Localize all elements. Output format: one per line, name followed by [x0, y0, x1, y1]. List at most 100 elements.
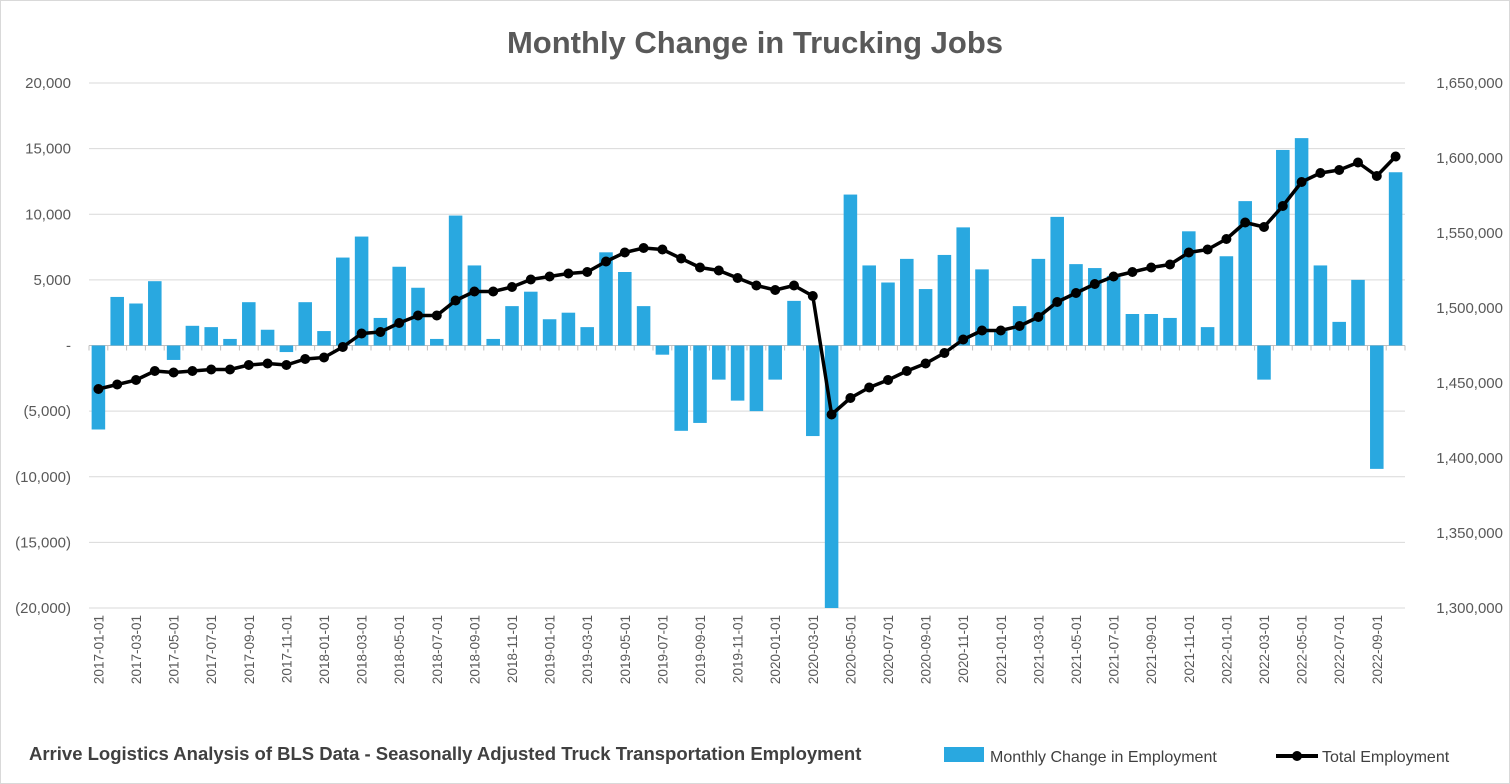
bar — [1238, 201, 1252, 346]
line-point — [638, 243, 649, 253]
bar — [806, 345, 820, 437]
bar — [1200, 327, 1215, 346]
line-point — [883, 375, 893, 385]
bar — [317, 331, 331, 346]
bar — [1313, 265, 1328, 346]
line-point — [1390, 151, 1401, 162]
x-tick-label: 2022-01-01 — [1219, 615, 1234, 684]
bar — [1163, 317, 1177, 346]
line-point — [1127, 267, 1138, 277]
legend-swatch-bar — [944, 747, 984, 762]
bar — [787, 300, 801, 346]
bar — [599, 252, 613, 346]
x-tick-label: 2020-03-01 — [806, 615, 821, 684]
line-point — [394, 318, 405, 328]
line-point — [901, 366, 912, 376]
line-point — [431, 310, 442, 321]
bar — [486, 338, 500, 346]
y-left-tick-label: (5,000) — [23, 403, 71, 420]
x-tick-label: 2020-11-01 — [956, 615, 971, 683]
line-point — [375, 327, 386, 337]
line-point — [601, 256, 611, 267]
line-point — [488, 286, 499, 297]
bar — [956, 227, 970, 346]
line-point — [563, 268, 574, 279]
line-point — [676, 253, 687, 264]
line-point — [732, 273, 743, 283]
line-point — [450, 295, 461, 306]
x-tick-label: 2022-05-01 — [1295, 615, 1310, 684]
line-point — [1221, 234, 1232, 244]
line-point — [1033, 312, 1044, 322]
x-tick-label: 2017-07-01 — [204, 615, 219, 684]
line-point — [300, 354, 311, 364]
line-point — [1296, 177, 1307, 187]
line-point — [1089, 279, 1100, 289]
bar — [900, 258, 914, 346]
line-point — [337, 342, 348, 352]
bar — [975, 269, 989, 346]
total-employment-line — [97, 155, 1397, 417]
line-point — [958, 334, 969, 345]
bar — [185, 325, 200, 346]
line-point — [356, 328, 367, 339]
y-axis-left: 20,000 15,000 10,000 5,000 - (5,000) (10,000) (… — [15, 75, 71, 617]
legend: Monthly Change in Employment Total Emplo… — [944, 747, 1450, 766]
bar — [392, 266, 406, 346]
x-tick-label: 2022-09-01 — [1370, 615, 1385, 684]
bar — [148, 281, 162, 346]
bar — [1219, 256, 1234, 346]
line-point — [112, 379, 123, 390]
line-point — [713, 265, 724, 276]
line-point — [1165, 259, 1175, 270]
bar — [636, 306, 651, 346]
bar — [354, 236, 369, 346]
line-point — [977, 325, 987, 336]
y-right-tick-label: 1,400,000 — [1436, 450, 1503, 467]
y-right-tick-label: 1,650,000 — [1436, 75, 1503, 92]
bar — [994, 331, 1008, 346]
y-axis-right: 1,650,000 1,600,000 1,550,000 1,500,000 1,45… — [1436, 75, 1503, 617]
x-tick-label: 2017-05-01 — [167, 615, 182, 684]
line-point — [789, 280, 799, 291]
line-point — [864, 382, 875, 393]
bar — [862, 265, 876, 346]
line-series — [93, 151, 1401, 420]
line-point — [413, 310, 423, 321]
line-point — [995, 325, 1006, 336]
bar — [1294, 138, 1309, 346]
bar — [561, 312, 576, 346]
x-tick-label: 2019-01-01 — [543, 615, 558, 684]
line-point — [93, 384, 104, 394]
bar — [467, 265, 482, 346]
line-point — [281, 360, 292, 370]
x-tick-label: 2019-07-01 — [655, 615, 670, 684]
bar — [655, 345, 670, 355]
bar — [1276, 149, 1290, 346]
line-point — [1146, 262, 1157, 273]
line-point — [507, 282, 517, 292]
x-tick-label: 2017-11-01 — [279, 615, 294, 683]
line-point — [845, 393, 856, 403]
bar — [749, 345, 764, 412]
line-point — [149, 366, 160, 376]
bar — [674, 345, 688, 431]
bar — [129, 303, 143, 346]
bar — [1257, 345, 1271, 380]
x-tick-label: 2019-03-01 — [580, 615, 595, 684]
line-point — [1259, 222, 1269, 232]
bar — [279, 345, 294, 353]
bar — [843, 194, 858, 346]
bar — [712, 345, 726, 380]
bar-series — [91, 138, 1403, 608]
line-point — [1014, 321, 1025, 331]
bar — [166, 345, 181, 360]
y-left-tick-label: (15,000) — [15, 534, 71, 551]
y-right-tick-label: 1,450,000 — [1436, 375, 1503, 392]
line-point — [657, 244, 668, 255]
x-tick-label: 2021-05-01 — [1069, 615, 1084, 684]
line-point — [695, 262, 705, 273]
x-tick-label: 2019-09-01 — [693, 615, 708, 684]
bar — [260, 329, 275, 346]
